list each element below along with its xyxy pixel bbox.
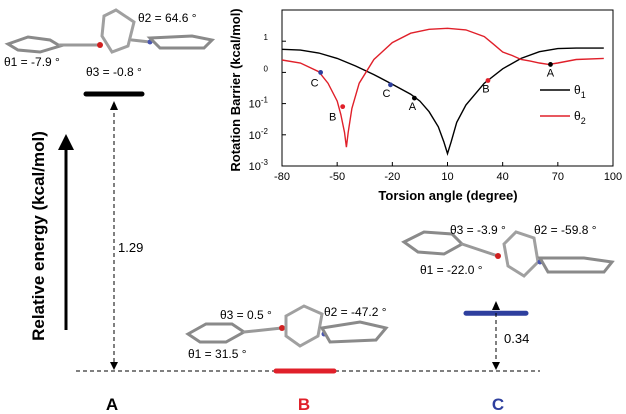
molecule-C-oxygen <box>495 253 501 259</box>
conformer-C-theta3: θ3 = -3.9 ° <box>450 223 506 237</box>
gap-arrow-C-bottom-head <box>492 362 500 370</box>
molecule-B-oxygen <box>279 325 285 331</box>
gap-arrow-C: 0.34 <box>492 301 529 370</box>
series-line-theta1 <box>281 47 604 156</box>
conformer-A-theta1: θ1 = -7.9 ° <box>4 55 60 69</box>
y-tick-label: 10-2 <box>249 127 269 142</box>
gap-arrow-A: 1.29 <box>110 101 143 370</box>
conformer-C-theta2: θ2 = -59.8 ° <box>534 223 597 237</box>
energy-axis-label: Relative energy (kcal/mol) <box>29 131 48 341</box>
x-tick-label: 100 <box>604 171 622 183</box>
molecule-C-ring-twisted <box>502 230 540 278</box>
molecule-A <box>4 8 216 54</box>
series-line-theta2 <box>281 27 604 148</box>
molecule-A-ring-right <box>146 34 216 50</box>
molecule-A-ring-left <box>4 35 64 54</box>
conformer-B-theta1: θ1 = 31.5 ° <box>188 347 247 361</box>
x-tick-label: 10 <box>441 171 453 183</box>
conformer-name-B: B <box>298 395 310 414</box>
gap-arrow-A-top-head <box>110 101 118 110</box>
chart-plot-frame <box>281 9 614 167</box>
conformer-B-theta2: θ2 = -47.2 ° <box>324 305 387 319</box>
energy-levels: A B C <box>83 91 529 414</box>
legend-label-theta2: θ2 <box>574 109 586 126</box>
chart-x-axis-label: Torsion angle (degree) <box>378 188 517 203</box>
gap-label-A: 1.29 <box>118 240 143 255</box>
gap-arrow-A-bottom-head <box>110 362 118 370</box>
y-tick-label: 0 <box>264 64 269 73</box>
molecule-B-ring-right <box>319 320 389 344</box>
marker-A-label: A <box>547 67 555 79</box>
x-tick-label: -20 <box>384 171 400 183</box>
conformer-A-theta3: θ3 = -0.8 ° <box>86 65 142 79</box>
energy-axis-arrowhead <box>58 134 74 150</box>
energy-axis: Relative energy (kcal/mol) <box>29 131 74 341</box>
y-tick-label: 10-1 <box>249 96 269 111</box>
marker-A-point <box>548 62 553 67</box>
conformer-A-theta2: θ2 = 64.6 ° <box>138 11 197 25</box>
molecule-A-bond-2 <box>130 38 152 44</box>
marker-A-point <box>412 95 417 101</box>
molecule-C <box>401 230 615 278</box>
gap-label-C: 0.34 <box>504 331 529 346</box>
marker-C-point <box>388 82 393 88</box>
molecule-C-bond-1 <box>460 242 500 258</box>
molecule-B-ring-twisted <box>284 304 324 348</box>
x-tick-label: -80 <box>274 171 290 183</box>
chart-legend: θ1 θ2 <box>540 83 586 126</box>
marker-A-label: A <box>409 101 417 113</box>
conformer-A-angles: θ2 = 64.6 ° θ1 = -7.9 ° θ3 = -0.8 ° <box>4 11 197 79</box>
marker-C-label: C <box>383 88 391 100</box>
marker-C-point <box>318 70 324 75</box>
marker-C-label: C <box>311 77 319 89</box>
marker-B-point <box>340 104 346 110</box>
marker-B-label: B <box>482 84 489 96</box>
x-tick-label: 40 <box>497 171 509 183</box>
molecule-A-ring-upright <box>100 8 136 54</box>
conformer-C-angles: θ3 = -3.9 ° θ2 = -59.8 ° θ1 = -22.0 ° <box>420 223 597 277</box>
molecule-B <box>185 304 389 348</box>
x-tick-label: 70 <box>552 171 564 183</box>
x-tick-label: -50 <box>329 171 345 183</box>
molecule-A-oxygen <box>97 42 103 48</box>
conformer-C-theta1: θ1 = -22.0 ° <box>420 263 483 277</box>
y-tick-label: 1 <box>264 33 269 42</box>
legend-label-theta1: θ1 <box>574 83 586 100</box>
molecule-C-ring-right <box>537 256 615 274</box>
conformer-B-angles: θ3 = 0.5 ° θ2 = -47.2 ° θ1 = 31.5 ° <box>188 305 387 361</box>
y-tick-label: 10-3 <box>249 158 269 173</box>
molecule-B-ring-left <box>185 322 247 344</box>
marker-B-label: B <box>329 112 336 124</box>
chart-y-axis-label: Rotation Barrier (kcal/mol) <box>228 8 243 171</box>
marker-B-point <box>485 78 491 83</box>
conformer-name-C: C <box>492 395 504 414</box>
gap-arrow-C-top-head <box>492 301 500 310</box>
conformer-B-theta3: θ3 = 0.5 ° <box>220 308 272 322</box>
molecule-B-bond-1 <box>242 326 284 334</box>
conformer-name-A: A <box>106 395 118 414</box>
